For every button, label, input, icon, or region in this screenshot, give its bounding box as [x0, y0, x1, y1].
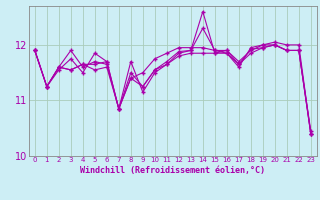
X-axis label: Windchill (Refroidissement éolien,°C): Windchill (Refroidissement éolien,°C): [80, 166, 265, 175]
